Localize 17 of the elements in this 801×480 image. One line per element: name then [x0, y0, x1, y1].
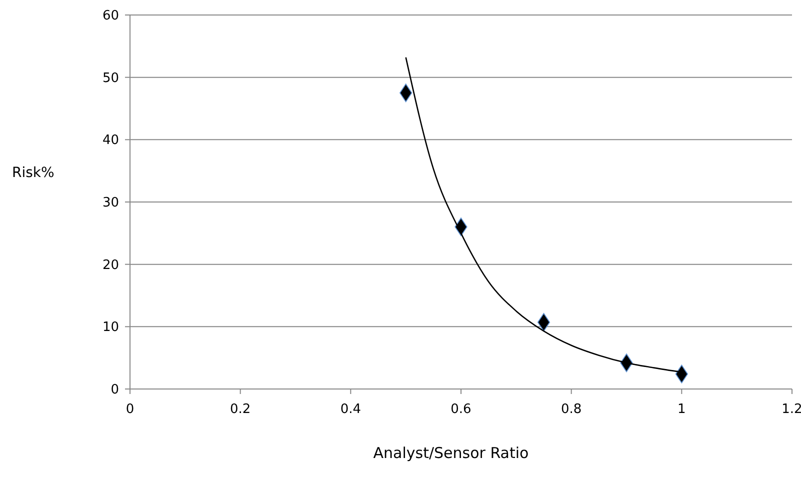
point: [537, 313, 550, 332]
x-tick-label: 0.2: [230, 402, 251, 417]
x-tick-label: 0.6: [450, 402, 472, 417]
y-tick-label: 0: [110, 382, 119, 398]
x-tick-label: 1: [678, 402, 686, 417]
y-tick-label: 60: [102, 8, 119, 24]
y-tick-label: 40: [102, 133, 119, 148]
x-tick-label: 0.8: [560, 402, 582, 417]
x-tick-label: 1.2: [782, 402, 801, 417]
x-tick-label: 0.4: [340, 402, 362, 417]
y-tick-label: 30: [102, 196, 119, 211]
y-axis-title: Risk%: [12, 165, 54, 181]
y-tick-label: 50: [102, 70, 119, 86]
x-axis-title: Analyst/Sensor Ratio: [373, 444, 529, 462]
y-tick-label: 10: [102, 320, 119, 336]
x-tick-label: 0: [126, 402, 134, 417]
y-tick-label: 20: [102, 258, 119, 273]
